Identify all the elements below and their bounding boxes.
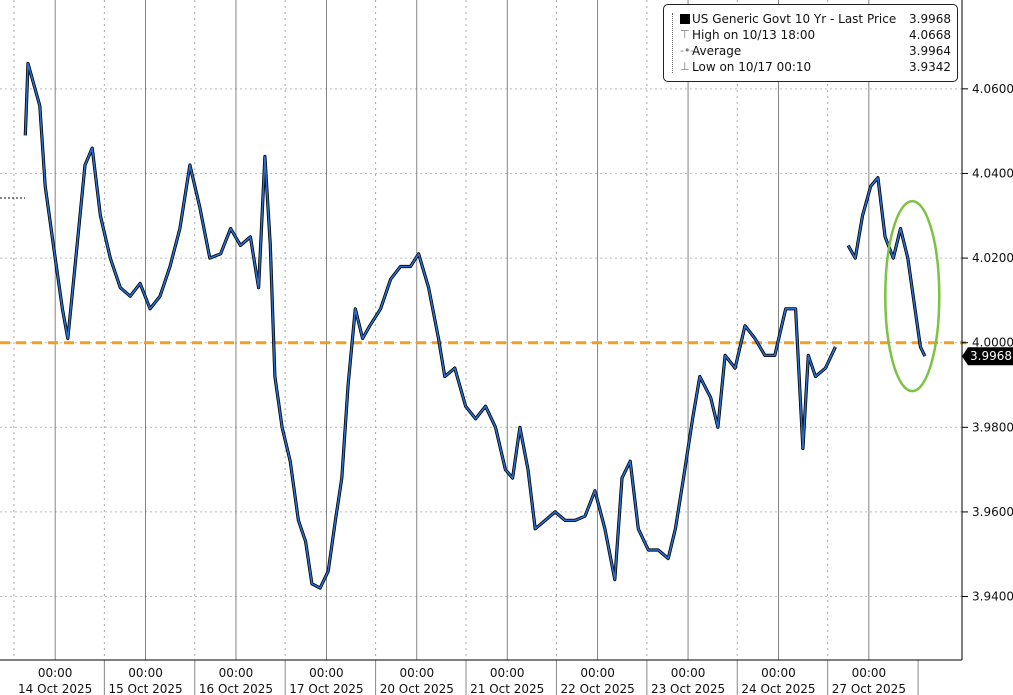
y-tick-label: 4.0600 [972, 82, 1013, 96]
x-tick-date: 24 Oct 2025 [741, 682, 815, 695]
average-marker-icon: -•- [680, 44, 695, 57]
annotation-ellipse [884, 199, 941, 393]
y-tick-label: 3.9800 [972, 420, 1013, 434]
x-tick-date: 15 Oct 2025 [108, 682, 182, 695]
x-tick-date: 17 Oct 2025 [289, 682, 363, 695]
legend-label: US Generic Govt 10 Yr - Last Price [692, 12, 897, 26]
x-tick-time: 00:00 [852, 666, 887, 680]
legend-value: 4.0668 [909, 28, 951, 42]
low-marker-icon: ⊥ [680, 60, 690, 73]
legend-item-average[interactable]: -•- Average 3.9964 [680, 43, 951, 59]
x-tick-time: 00:00 [490, 666, 525, 680]
last-price-label: 3.9968 [970, 349, 1012, 363]
x-tick-time: 00:00 [671, 666, 706, 680]
x-tick-date: 21 Oct 2025 [470, 682, 544, 695]
grid-lines [0, 0, 962, 660]
last-price-tag [962, 347, 1013, 366]
series-line [24, 62, 837, 589]
y-tick-label: 3.9600 [972, 505, 1013, 519]
x-tick-time: 00:00 [761, 666, 796, 680]
x-tick-time: 00:00 [219, 666, 254, 680]
y-tick-label: 3.9400 [972, 590, 1013, 604]
legend: US Generic Govt 10 Yr - Last Price 3.996… [663, 4, 958, 82]
x-tick-date: 23 Oct 2025 [651, 682, 725, 695]
x-tick-date: 20 Oct 2025 [380, 682, 454, 695]
x-tick-time: 00:00 [309, 666, 344, 680]
x-tick-date: 16 Oct 2025 [199, 682, 273, 695]
annotation-ellipse [884, 199, 941, 393]
x-tick-time: 00:00 [128, 666, 163, 680]
x-tick-time: 00:00 [38, 666, 73, 680]
series-line-shadow [23, 61, 837, 590]
x-tick-date: 14 Oct 2025 [18, 682, 92, 695]
black-square-icon [680, 14, 690, 24]
y-tick-label: 4.0400 [972, 166, 1013, 180]
legend-item-high[interactable]: ⊤ High on 10/13 18:00 4.0668 [680, 27, 951, 43]
legend-value: 3.9964 [909, 44, 951, 58]
legend-label: Average [692, 44, 742, 58]
x-tick-date: 27 Oct 2025 [832, 682, 906, 695]
high-marker-icon: ⊤ [680, 28, 690, 41]
price-series [23, 61, 927, 590]
x-tick-date: 22 Oct 2025 [561, 682, 635, 695]
legend-item-low[interactable]: ⊥ Low on 10/17 00:10 3.9342 [680, 59, 951, 75]
legend-item-last-price[interactable]: US Generic Govt 10 Yr - Last Price 3.996… [680, 11, 951, 27]
y-tick-label: 4.0200 [972, 251, 1013, 265]
y-tick-label: 4.0000 [972, 336, 1013, 350]
legend-value: 3.9968 [909, 12, 951, 26]
legend-label: Low on 10/17 00:10 [692, 60, 812, 74]
legend-value: 3.9342 [909, 60, 951, 74]
x-tick-time: 00:00 [400, 666, 435, 680]
legend-label: High on 10/13 18:00 [692, 28, 816, 42]
legend-tree-line [672, 13, 683, 73]
x-tick-time: 00:00 [580, 666, 615, 680]
